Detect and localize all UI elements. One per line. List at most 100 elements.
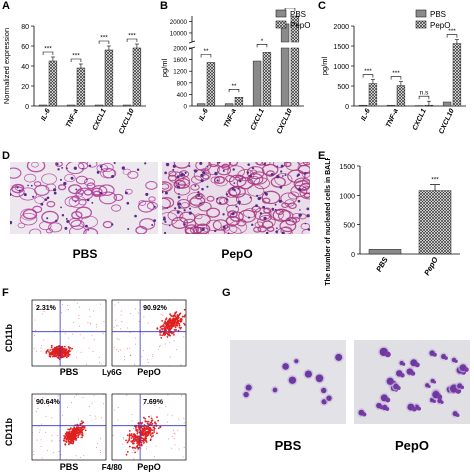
nucleus-dot bbox=[270, 172, 274, 176]
nucleus-dot bbox=[275, 230, 279, 234]
event-dot bbox=[76, 423, 79, 426]
bar-pepo-cxcl10 bbox=[452, 43, 462, 107]
nucleus-dot bbox=[183, 173, 186, 176]
alveolar-wall bbox=[223, 226, 242, 234]
cell-nucleus bbox=[288, 376, 297, 384]
event-dot bbox=[99, 451, 101, 453]
event-dot bbox=[147, 359, 149, 361]
event-dot bbox=[93, 395, 95, 397]
event-dot bbox=[142, 416, 145, 419]
event-dot bbox=[134, 438, 137, 441]
event-dot bbox=[66, 432, 69, 435]
event-dot bbox=[45, 350, 48, 353]
alveolar-wall bbox=[26, 162, 46, 173]
event-dot bbox=[34, 303, 36, 305]
event-dot bbox=[132, 437, 135, 439]
event-dot bbox=[78, 306, 80, 308]
nucleus-dot bbox=[27, 184, 29, 187]
alveolar-wall bbox=[266, 170, 275, 177]
cell-nucleus bbox=[294, 359, 299, 364]
alveolar-wall bbox=[261, 190, 281, 205]
alveolar-wall bbox=[261, 163, 279, 176]
cell-lobe bbox=[460, 385, 465, 390]
event-dot bbox=[167, 334, 170, 336]
nucleus-dot bbox=[199, 202, 202, 205]
event-dot bbox=[137, 441, 139, 444]
event-dot bbox=[167, 322, 170, 325]
nucleus-dot bbox=[297, 199, 301, 203]
event-dot bbox=[169, 313, 171, 316]
nucleus-dot bbox=[183, 223, 186, 226]
event-dot bbox=[52, 452, 54, 454]
event-dot bbox=[48, 299, 50, 301]
event-dot bbox=[62, 304, 64, 306]
nucleus-dot bbox=[60, 206, 62, 209]
event-dot bbox=[57, 356, 60, 359]
event-dot bbox=[138, 431, 141, 434]
nucleus-dot bbox=[233, 182, 236, 184]
event-dot bbox=[130, 440, 133, 443]
nucleus-dot bbox=[227, 232, 230, 234]
y-tick-label: 500 bbox=[343, 223, 355, 230]
event-dot bbox=[95, 324, 97, 326]
event-dot bbox=[75, 427, 78, 430]
nucleus-dot bbox=[218, 162, 221, 164]
nucleus-dot bbox=[164, 220, 167, 223]
alveolar-wall bbox=[292, 216, 301, 223]
alveolar-wall bbox=[205, 219, 222, 232]
alveolar-wall bbox=[46, 200, 56, 208]
bar-pepo-cxcl10 bbox=[132, 47, 142, 107]
nucleus-dot bbox=[274, 208, 277, 211]
event-dot bbox=[162, 399, 164, 401]
event-dot bbox=[56, 347, 59, 350]
y-tick-label: 2000 bbox=[173, 46, 187, 53]
event-dot bbox=[103, 321, 105, 323]
event-dot bbox=[162, 328, 164, 330]
alveolar-wall bbox=[138, 200, 147, 206]
event-dot bbox=[149, 434, 152, 437]
nucleus-dot bbox=[259, 212, 263, 215]
nucleus-dot bbox=[163, 231, 167, 234]
event-dot bbox=[147, 361, 149, 363]
event-dot bbox=[80, 432, 82, 435]
significance-bracket bbox=[228, 89, 240, 93]
event-dot bbox=[78, 317, 80, 319]
x-category-label: TNF-a bbox=[385, 108, 400, 129]
event-dot bbox=[77, 426, 80, 429]
significance-bracket bbox=[70, 58, 82, 62]
event-dot bbox=[159, 426, 162, 429]
event-dot bbox=[174, 433, 176, 435]
event-dot bbox=[127, 327, 129, 329]
event-dot bbox=[183, 322, 185, 325]
y-tick-label: 1200 bbox=[173, 69, 187, 76]
event-dot bbox=[40, 439, 42, 441]
event-dot bbox=[75, 432, 78, 435]
event-dot bbox=[102, 333, 104, 335]
event-dot bbox=[164, 320, 167, 323]
alveolar-wall bbox=[293, 177, 310, 191]
significance-bracket bbox=[284, 8, 296, 11]
alveolar-wall bbox=[228, 174, 247, 188]
event-dot bbox=[183, 422, 185, 424]
event-dot bbox=[159, 326, 162, 329]
event-dot bbox=[39, 402, 41, 404]
plot-caption-pbs: PBS bbox=[60, 462, 79, 472]
event-dot bbox=[171, 324, 174, 327]
nucleus-dot bbox=[177, 185, 181, 189]
alveolar-wall bbox=[75, 175, 88, 185]
nucleus-dot bbox=[281, 175, 284, 177]
alveolar-wall bbox=[24, 173, 37, 183]
nucleus-dot bbox=[40, 202, 44, 206]
event-dot bbox=[70, 437, 73, 440]
alveolar-wall bbox=[33, 181, 42, 187]
histology-pbs-image bbox=[10, 162, 158, 234]
event-dot bbox=[70, 427, 72, 430]
event-dot bbox=[155, 445, 157, 447]
event-dot bbox=[150, 433, 152, 435]
alveolar-wall bbox=[272, 208, 291, 222]
event-dot bbox=[138, 425, 141, 428]
alveolar-wall bbox=[216, 162, 232, 169]
nucleus-dot bbox=[124, 191, 128, 195]
legend-swatch-pbs bbox=[415, 9, 427, 18]
event-dot bbox=[103, 403, 105, 405]
